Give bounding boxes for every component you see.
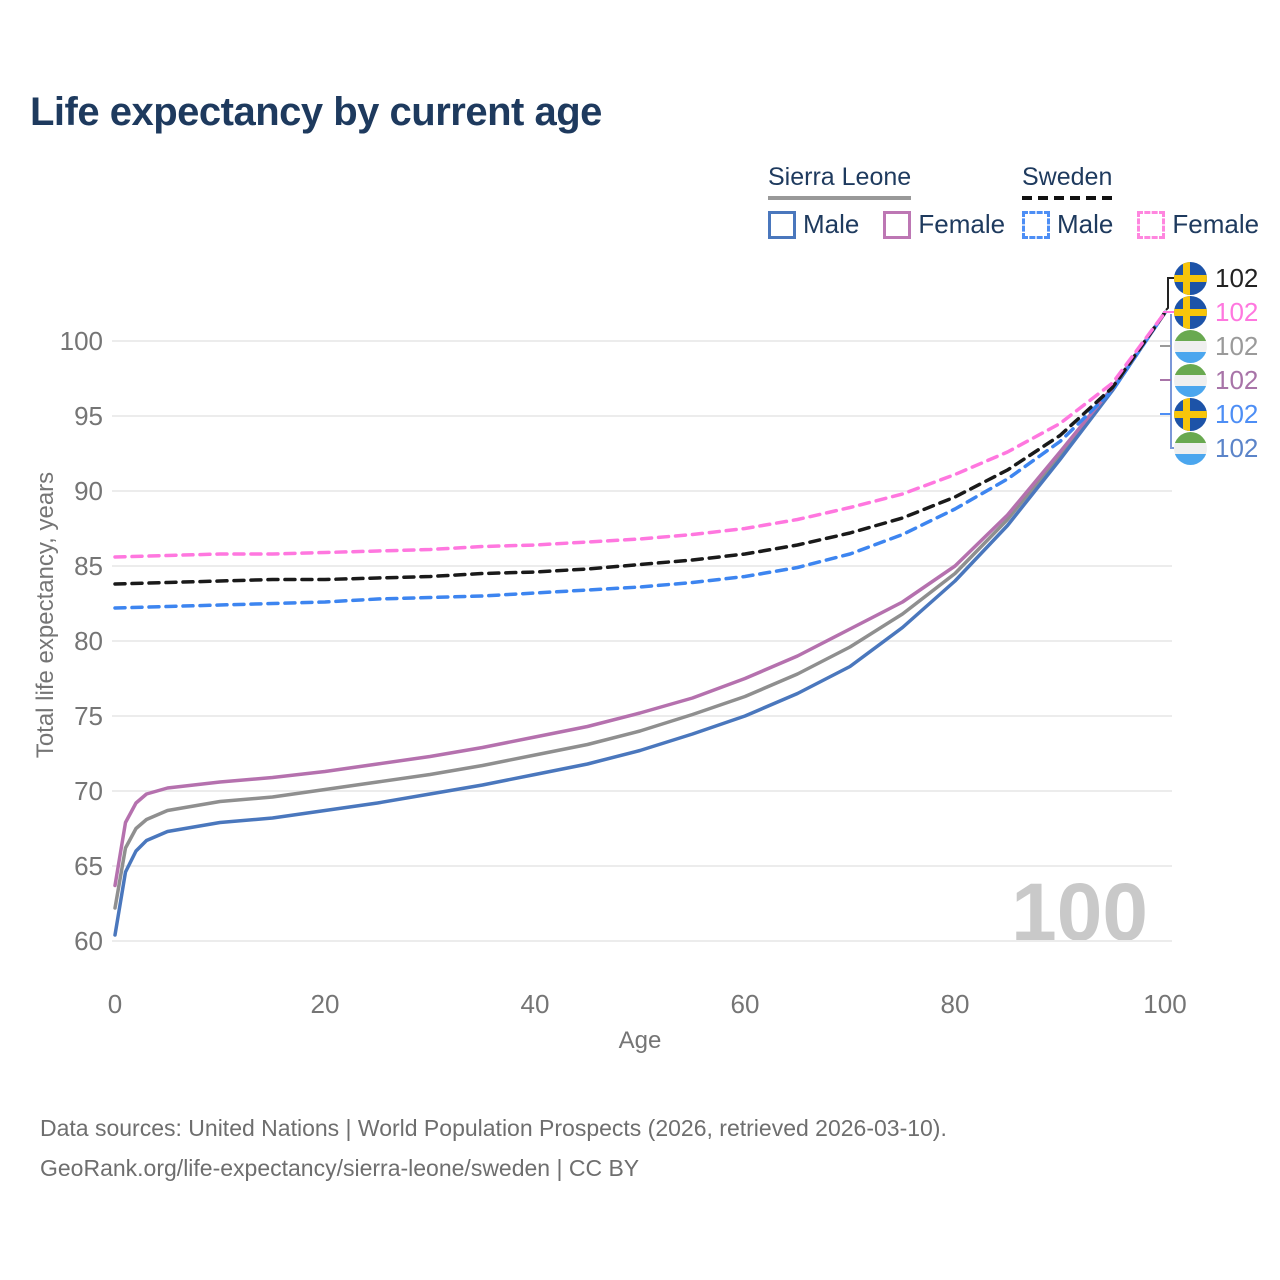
legend-item-label: Male	[803, 209, 860, 239]
legend-item-sweden-male[interactable]: Male	[1022, 209, 1113, 240]
x-tick-60: 60	[731, 989, 760, 1019]
x-tick-100: 100	[1143, 989, 1186, 1019]
end-label-sweden-male: 102	[1174, 397, 1258, 431]
legend-item-sierra-leone-male[interactable]: Male	[768, 209, 859, 240]
end-labels: 102 102 102 102 102 102	[1174, 261, 1258, 465]
legend-group-sweden: Sweden Male Female	[1022, 163, 1280, 240]
sierra-leone-flag-icon	[1174, 431, 1207, 465]
sierra-leone-female-swatch-icon	[883, 210, 912, 239]
line-sweden-male[interactable]	[113, 310, 1167, 610]
sweden-flag-icon	[1174, 397, 1207, 431]
x-tick-40: 40	[521, 989, 550, 1019]
y-tick-65: 65	[74, 851, 103, 881]
y-tick-60: 60	[74, 926, 103, 956]
end-label-sierra-leone-female: 102	[1174, 363, 1258, 397]
x-tick-80: 80	[941, 989, 970, 1019]
legend-group-sierra-leone: Sierra Leone Male Female	[768, 163, 1029, 240]
y-tick-70: 70	[74, 776, 103, 806]
legend-country-sweden[interactable]: Sweden	[1022, 163, 1113, 200]
legend-item-label: Male	[1057, 209, 1114, 239]
sweden-female-swatch-icon	[1137, 210, 1166, 239]
footer: Data sources: United Nations | World Pop…	[40, 1108, 947, 1188]
y-tick-75: 75	[74, 701, 103, 731]
y-tick-85: 85	[74, 551, 103, 581]
line-sierra-leone-female[interactable]	[113, 310, 1167, 888]
y-tick-80: 80	[74, 626, 103, 656]
end-label-value: 102	[1215, 365, 1259, 395]
end-label-sierra-leone-male: 102	[1174, 431, 1258, 465]
x-axis-title: Age	[619, 1027, 662, 1054]
legend-item-sweden-female[interactable]: Female	[1137, 209, 1259, 240]
end-label-value: 102	[1215, 433, 1259, 463]
end-label-sweden-female: 102	[1174, 295, 1258, 329]
y-tick-95: 95	[74, 401, 103, 431]
sierra-leone-male-swatch-icon	[768, 210, 796, 239]
y-tick-90: 90	[74, 476, 103, 506]
x-tick-20: 20	[311, 989, 340, 1019]
line-sierra-leone-all[interactable]	[113, 310, 1167, 910]
legend-item-label: Female	[918, 209, 1006, 239]
legend-item-label: Female	[1172, 209, 1260, 239]
end-label-value: 102	[1215, 263, 1259, 293]
end-label-leader-lines	[1160, 277, 1174, 449]
sierra-leone-flag-icon	[1174, 363, 1207, 397]
sweden-flag-icon	[1174, 295, 1207, 329]
sweden-flag-icon	[1174, 261, 1207, 295]
legend-country-label: Sweden	[1022, 163, 1113, 191]
end-label-sierra-leone-all: 102	[1174, 329, 1258, 363]
sweden-line-style-sample	[1022, 196, 1113, 200]
sweden-male-swatch-icon	[1022, 210, 1050, 239]
page-title: Life expectancy by current age	[30, 90, 602, 134]
legend-country-sierra-leone[interactable]: Sierra Leone	[768, 163, 912, 200]
age-counter: 100	[1011, 867, 1148, 958]
sierra-leone-line-style-sample	[768, 196, 912, 200]
end-label-value: 102	[1215, 399, 1259, 429]
data-sources-text: Data sources: United Nations | World Pop…	[40, 1115, 947, 1141]
line-sierra-leone-male[interactable]	[113, 310, 1167, 937]
end-label-value: 102	[1215, 331, 1259, 361]
legend-country-label: Sierra Leone	[768, 163, 912, 191]
line-sweden-female[interactable]	[113, 310, 1167, 559]
x-tick-0: 0	[108, 989, 122, 1019]
y-tick-100: 100	[60, 326, 103, 356]
line-sweden-all[interactable]	[113, 310, 1167, 586]
end-label-sweden-all: 102	[1174, 261, 1258, 295]
legend-item-sierra-leone-female[interactable]: Female	[883, 209, 1005, 240]
end-label-value: 102	[1215, 297, 1259, 327]
sierra-leone-flag-icon	[1174, 329, 1207, 363]
attribution-link[interactable]: GeoRank.org/life-expectancy/sierra-leone…	[40, 1155, 640, 1181]
